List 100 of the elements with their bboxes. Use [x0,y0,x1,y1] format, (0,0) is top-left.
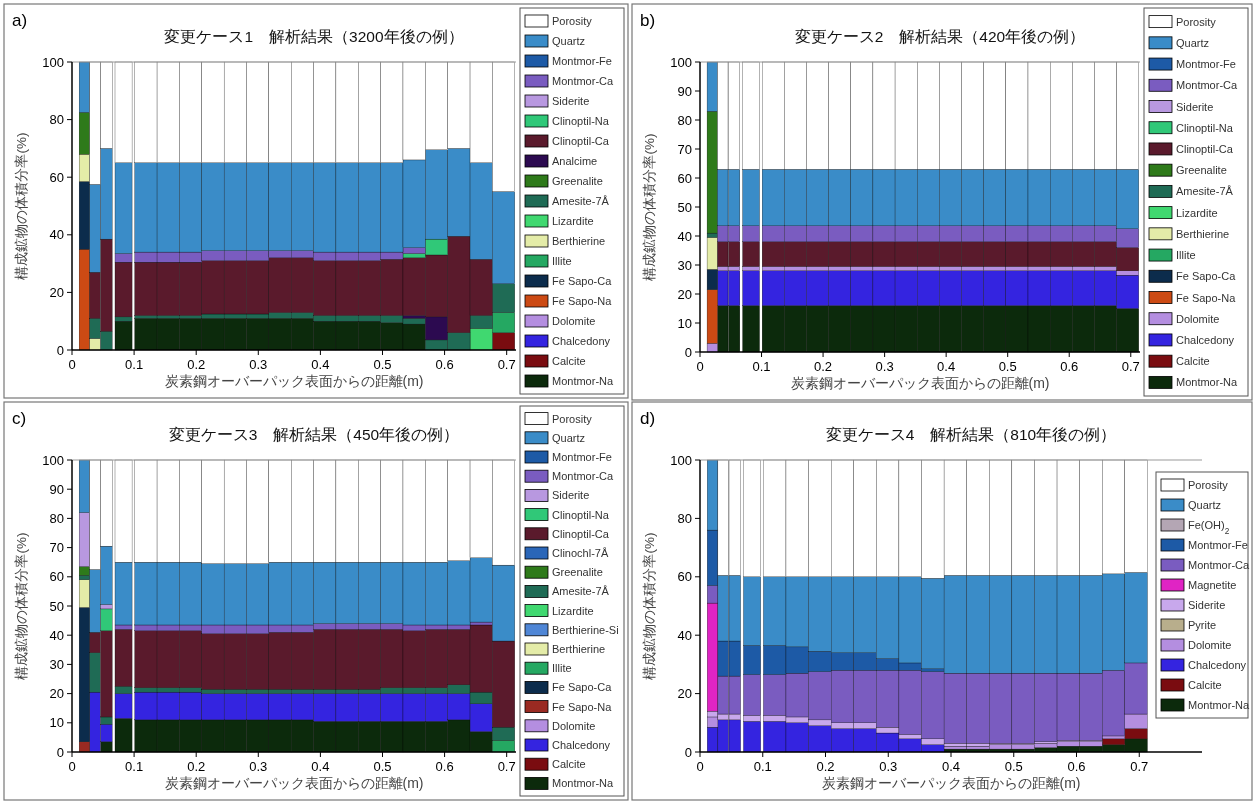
legend-label: Fe Sapo-Na [1176,291,1237,304]
x-axis-title: 炭素鋼オーバーパック表面からの距離(m) [164,373,424,389]
y-tick-label: 80 [677,112,692,128]
y-tick-label: 70 [677,141,692,157]
legend-label: Clinoptil-Na [552,508,610,521]
y-tick-label: 40 [49,627,64,643]
x-tick-label: 0.6 [1060,359,1079,374]
legend-label: Montmor-Ca [1188,559,1251,571]
y-tick-label: 30 [49,656,64,672]
y-tick-label: 0 [684,744,692,760]
x-tick-label: 0.1 [752,359,771,374]
x-tick-label: 0.1 [125,759,144,774]
legend-label: Montmor-Fe [1176,58,1236,71]
legend-label: Fe Sapo-Ca [1176,270,1237,283]
y-axis-title: 構成鉱物の体積分率(%) [14,532,29,680]
legend-label: Porosity [552,15,593,27]
x-tick-label: 0 [696,359,704,374]
y-tick-label: 100 [670,452,692,468]
x-tick-label: 0.4 [311,357,330,372]
y-tick-label: 60 [677,170,692,186]
x-tick-label: 0.7 [497,357,516,372]
legend-label: Quartz [552,35,586,47]
legend-label: Siderite [552,489,590,502]
legend-label: Calcite [552,758,586,771]
legend-label: Fe Sapo-Na [552,700,613,713]
x-tick-label: 0.4 [937,359,956,374]
legend-label: Clinoptil-Ca [1176,142,1234,155]
x-tick-label: 0.7 [497,759,516,774]
legend-label: Greenalite [1176,164,1227,177]
legend-label: Clinoptil-Na [1176,121,1234,134]
legend-label: Montmor-Fe [552,55,612,67]
x-tick-label: 0.6 [435,759,454,774]
legend-label: Amesite-7Å [552,585,610,598]
x-tick-label: 0.2 [814,359,833,374]
y-tick-label: 90 [677,83,692,99]
legend-label: Chalcedony [552,739,611,751]
legend-label: Dolomite [1188,639,1232,651]
y-tick-label: 60 [49,169,64,185]
legend-label: Calcite [552,355,586,367]
legend-label: Siderite [1188,599,1226,611]
x-tick-label: 0.4 [941,759,961,774]
x-tick-label: 0.5 [998,359,1017,374]
legend-label: Montmor-Na [1188,699,1251,711]
y-tick-label: 50 [49,598,64,614]
legend-label: Porosity [1176,15,1217,28]
legend-label: Montmor-Na [1176,376,1239,389]
x-tick-label: 0 [68,759,76,774]
legend-label: Montmor-Fe [1188,539,1248,551]
legend-label: Illite [552,662,572,675]
x-tick-label: 0.5 [373,759,392,774]
x-axis-title: 炭素鋼オーバーパック表面からの距離(m) [164,775,424,791]
legend-label: Clinoptil-Ca [552,135,610,147]
legend-label: Dolomite [552,315,596,327]
y-tick-label: 100 [42,54,64,70]
y-tick-label: 50 [677,199,692,215]
legend-label: Montmor-Ca [552,470,615,483]
legend-label: Lizardite [1176,206,1218,219]
legend-label: Illite [1176,249,1196,262]
y-axis-title: 構成鉱物の体積分率(%) [642,133,657,281]
y-tick-label: 90 [49,481,64,497]
x-tick-label: 0.2 [816,759,835,774]
legend-label: Clinochl-7Å [552,547,609,559]
y-tick-label: 20 [49,686,64,702]
chart-title: 変更ケース1 解析結果（3200年後の例） [164,28,464,45]
legend-label: Berthierine [1176,227,1230,240]
x-tick-label: 0.1 [125,357,144,372]
legend-label: Berthierine [552,235,606,247]
x-tick-label: 0.3 [249,357,268,372]
y-tick-label: 40 [49,227,64,243]
legend-label: Montmor-Na [552,777,615,790]
x-tick-label: 0.4 [311,759,330,774]
y-tick-label: 0 [56,342,64,358]
legend-label: Lizardite [552,604,594,617]
x-tick-label: 0.1 [753,759,772,774]
y-tick-label: 20 [677,686,692,702]
y-tick-label: 20 [677,286,692,302]
legend-label: Berthierine [552,643,606,655]
x-tick-label: 0.6 [1067,759,1086,774]
legend-label: Greenalite [552,175,603,187]
legend-label: Clinoptil-Na [552,115,610,127]
x-tick-label: 0.6 [435,357,454,372]
legend-label: Chalcedony [1188,659,1247,671]
y-tick-label: 80 [49,112,64,128]
y-tick-label: 0 [684,344,692,360]
x-tick-label: 0 [696,759,704,774]
text: b) [640,11,656,30]
legend-label: Siderite [1176,100,1214,113]
y-tick-label: 60 [49,569,64,585]
y-tick-label: 60 [677,569,692,585]
legend-label: Fe Sapo-Ca [552,275,613,287]
legend-label: Magnetite [1188,579,1237,591]
y-tick-label: 40 [677,627,692,643]
x-tick-label: 0.2 [187,357,206,372]
legend-label: Montmor-Ca [552,75,615,87]
text: d) [640,409,656,428]
chart-title: 変更ケース2 解析結果（420年後の例） [794,28,1086,45]
y-tick-label: 100 [42,452,64,468]
x-tick-label: 0.3 [879,759,898,774]
x-tick-label: 0.3 [249,759,268,774]
legend-label: Porosity [1188,479,1229,491]
